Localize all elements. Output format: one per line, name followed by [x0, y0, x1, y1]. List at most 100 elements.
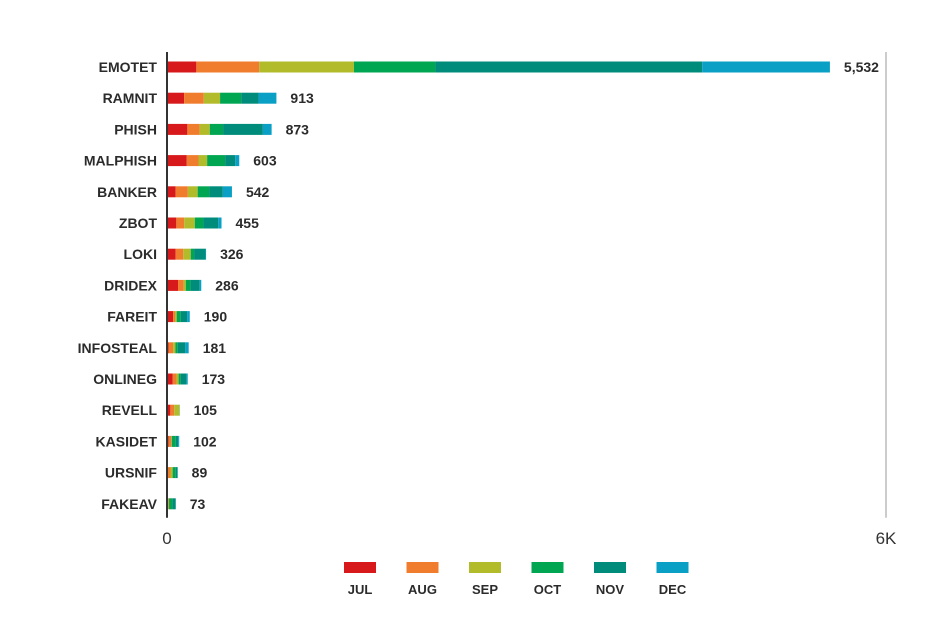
x-tick-label-max: 6K: [876, 529, 897, 548]
total-labels: 5,532 913 873 603 542 455 326 286 190 181 173 105 10…: [190, 59, 879, 512]
category-label-ramnit: RAMNIT: [103, 90, 158, 106]
bar-fareit-jul: [167, 311, 174, 323]
bar-fareit-dec: [187, 311, 190, 323]
category-label-revell: REVELL: [102, 402, 158, 418]
bar-malphish-nov: [225, 155, 236, 167]
bar-dridex-oct: [185, 279, 191, 291]
legend-swatch-aug: [406, 562, 439, 573]
bar-dridex-nov: [190, 279, 200, 291]
legend-swatch-dec: [656, 562, 689, 573]
bar-ramnit-aug: [184, 92, 204, 104]
bar-infosteal-aug: [168, 342, 174, 354]
bar-ursnif-sep: [170, 467, 173, 479]
legend-label-nov: NOV: [596, 582, 625, 597]
bar-loki-aug: [175, 248, 184, 260]
category-label-ursnif: URSNIF: [105, 465, 158, 481]
bar-fareit-nov: [180, 311, 188, 323]
total-label-dridex: 286: [215, 277, 239, 293]
legend-swatch-jul: [344, 562, 376, 573]
bar-emotet-nov: [435, 61, 703, 73]
bar-onlineg-oct: [178, 373, 181, 385]
bar-infosteal-sep: [173, 342, 176, 354]
total-label-fareit: 190: [204, 309, 228, 325]
bar-zbot-jul: [167, 217, 177, 229]
bar-zbot-sep: [184, 217, 195, 229]
bar-banker-oct: [197, 186, 210, 198]
bar-revell-jul: [167, 404, 171, 416]
bar-ursnif-aug: [167, 467, 171, 479]
bar-infosteal-oct: [175, 342, 178, 354]
total-label-fakeav: 73: [190, 496, 206, 512]
bar-phish-sep: [199, 123, 210, 135]
bar-fakeav-aug: [167, 498, 169, 510]
bar-phish-jul: [167, 123, 188, 135]
category-labels: EMOTET RAMNIT PHISH MALPHISH BANKER ZBOT LOKI D…: [78, 59, 158, 512]
total-label-ramnit: 913: [290, 90, 314, 106]
bar-banker-jul: [167, 186, 176, 198]
bar-banker-aug: [175, 186, 188, 198]
bar-fareit-oct: [176, 311, 181, 323]
bar-zbot-aug: [176, 217, 185, 229]
bar-emotet-oct: [353, 61, 436, 73]
legend-swatch-sep: [469, 562, 501, 573]
bar-banker-nov: [209, 186, 223, 198]
bar-phish-oct: [209, 123, 224, 135]
bar-emotet-aug: [196, 61, 260, 73]
bar-zbot-dec: [218, 217, 222, 229]
bar-emotet-jul: [167, 61, 197, 73]
bar-onlineg-jul: [167, 373, 173, 385]
legend-swatch-oct: [531, 562, 564, 573]
total-label-zbot: 455: [236, 215, 260, 231]
bar-onlineg-nov: [180, 373, 187, 385]
bar-phish-nov: [223, 123, 263, 135]
bar-malphish-dec: [235, 155, 240, 167]
category-label-banker: BANKER: [97, 184, 157, 200]
bar-malphish-jul: [167, 155, 187, 167]
bar-banker-sep: [187, 186, 198, 198]
total-label-onlineg: 173: [202, 371, 226, 387]
total-label-phish: 873: [286, 121, 310, 137]
bars-layer: [167, 61, 830, 510]
bar-infosteal-dec: [185, 342, 189, 354]
bar-kasidet-oct: [171, 435, 176, 447]
bar-ramnit-nov: [241, 92, 259, 104]
category-label-kasidet: KASIDET: [96, 433, 158, 449]
bar-onlineg-sep: [176, 373, 179, 385]
category-label-emotet: EMOTET: [99, 59, 158, 75]
bar-revell-aug: [170, 404, 175, 416]
legend-swatch-nov: [594, 562, 626, 573]
bar-revell-sep: [174, 404, 180, 416]
category-label-onlineg: ONLINEG: [93, 371, 157, 387]
category-label-fareit: FAREIT: [107, 309, 157, 325]
bar-infosteal-nov: [177, 342, 186, 354]
bar-banker-dec: [222, 186, 232, 198]
total-label-emotet: 5,532: [844, 59, 879, 75]
bar-fakeav-nov: [172, 498, 176, 510]
bar-loki-oct: [190, 248, 195, 260]
bar-emotet-dec: [702, 61, 830, 73]
bar-ramnit-dec: [258, 92, 277, 104]
category-label-infosteal: INFOSTEAL: [78, 340, 158, 356]
legend-label-dec: DEC: [659, 582, 687, 597]
bar-loki-nov: [194, 248, 206, 260]
bar-malphish-aug: [186, 155, 199, 167]
bar-phish-dec: [262, 123, 272, 135]
bar-zbot-oct: [194, 217, 204, 229]
category-label-malphish: MALPHISH: [84, 153, 157, 169]
bar-zbot-nov: [203, 217, 219, 229]
total-label-banker: 542: [246, 184, 270, 200]
total-label-loki: 326: [220, 246, 244, 262]
bar-dridex-aug: [178, 279, 184, 291]
legend-label-sep: SEP: [472, 582, 498, 597]
bar-kasidet-nov: [175, 435, 179, 447]
bar-onlineg-dec: [186, 373, 188, 385]
bar-dridex-sep: [183, 279, 186, 291]
bar-ursnif-oct: [172, 467, 176, 479]
category-label-phish: PHISH: [114, 121, 157, 137]
legend-label-oct: OCT: [534, 582, 562, 597]
total-label-malphish: 603: [253, 153, 277, 169]
total-label-revell: 105: [194, 402, 218, 418]
bar-onlineg-aug: [172, 373, 177, 385]
bar-loki-dec: [205, 248, 207, 260]
